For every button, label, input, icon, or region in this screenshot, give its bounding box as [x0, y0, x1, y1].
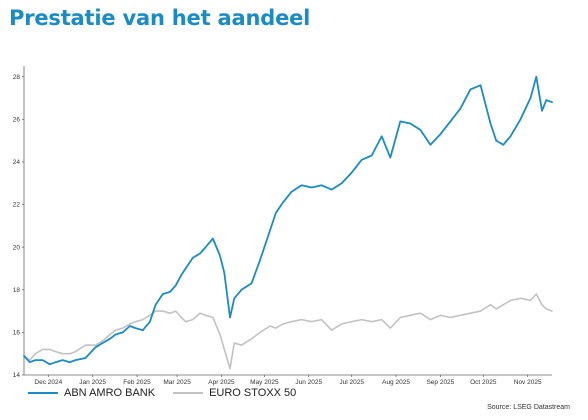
x-tick-label: Dec 2024 [34, 379, 62, 386]
legend-item-stoxx: EURO STOXX 50 [173, 387, 296, 399]
series-line-abn-amro [23, 75, 553, 366]
x-tick-label: Nov 2025 [514, 379, 542, 386]
y-tick-label: 24 [13, 159, 21, 166]
y-tick-label: 26 [13, 116, 21, 123]
x-tick-label: Mar 2025 [163, 379, 191, 386]
legend-label-stoxx: EURO STOXX 50 [209, 387, 297, 399]
source-note: Source: LSEG Datastream [487, 404, 570, 411]
x-tick-label: Sep 2025 [426, 379, 454, 386]
legend-item-abn: ABN AMRO BANK [28, 387, 155, 399]
x-tick-label: Apr 2025 [208, 379, 235, 386]
chart-axes: 14 16 18 20 22 24 26 28 Dec 2024 Jan 2025 Feb 2025… [13, 66, 552, 386]
x-tick-label: Feb 2025 [123, 379, 151, 386]
y-tick-label: 18 [13, 287, 21, 294]
y-tick-label: 20 [13, 244, 21, 251]
y-tick-label: 14 [13, 372, 21, 379]
y-tick-label: 16 [13, 330, 21, 337]
x-tick-label: Jan 2025 [79, 379, 106, 386]
x-tick-label: Oct 2025 [470, 379, 497, 386]
legend-swatch-stoxx [173, 392, 204, 394]
x-tick-label: May 2025 [250, 379, 279, 386]
chart-legend: ABN AMRO BANK EURO STOXX 50 [28, 387, 314, 399]
chart-series [23, 75, 553, 370]
y-tick-label: 28 [13, 74, 21, 81]
x-tick-label: Aug 2025 [382, 379, 410, 386]
legend-label-abn: ABN AMRO BANK [64, 387, 156, 399]
x-tick-label: Jul 2025 [339, 379, 364, 386]
x-tick-label: Jun 2025 [295, 379, 322, 386]
page-title: Prestatie van het aandeel [9, 6, 311, 30]
legend-swatch-abn [28, 392, 58, 394]
y-tick-label: 22 [13, 202, 21, 209]
series-line-euro-stoxx [23, 293, 553, 370]
